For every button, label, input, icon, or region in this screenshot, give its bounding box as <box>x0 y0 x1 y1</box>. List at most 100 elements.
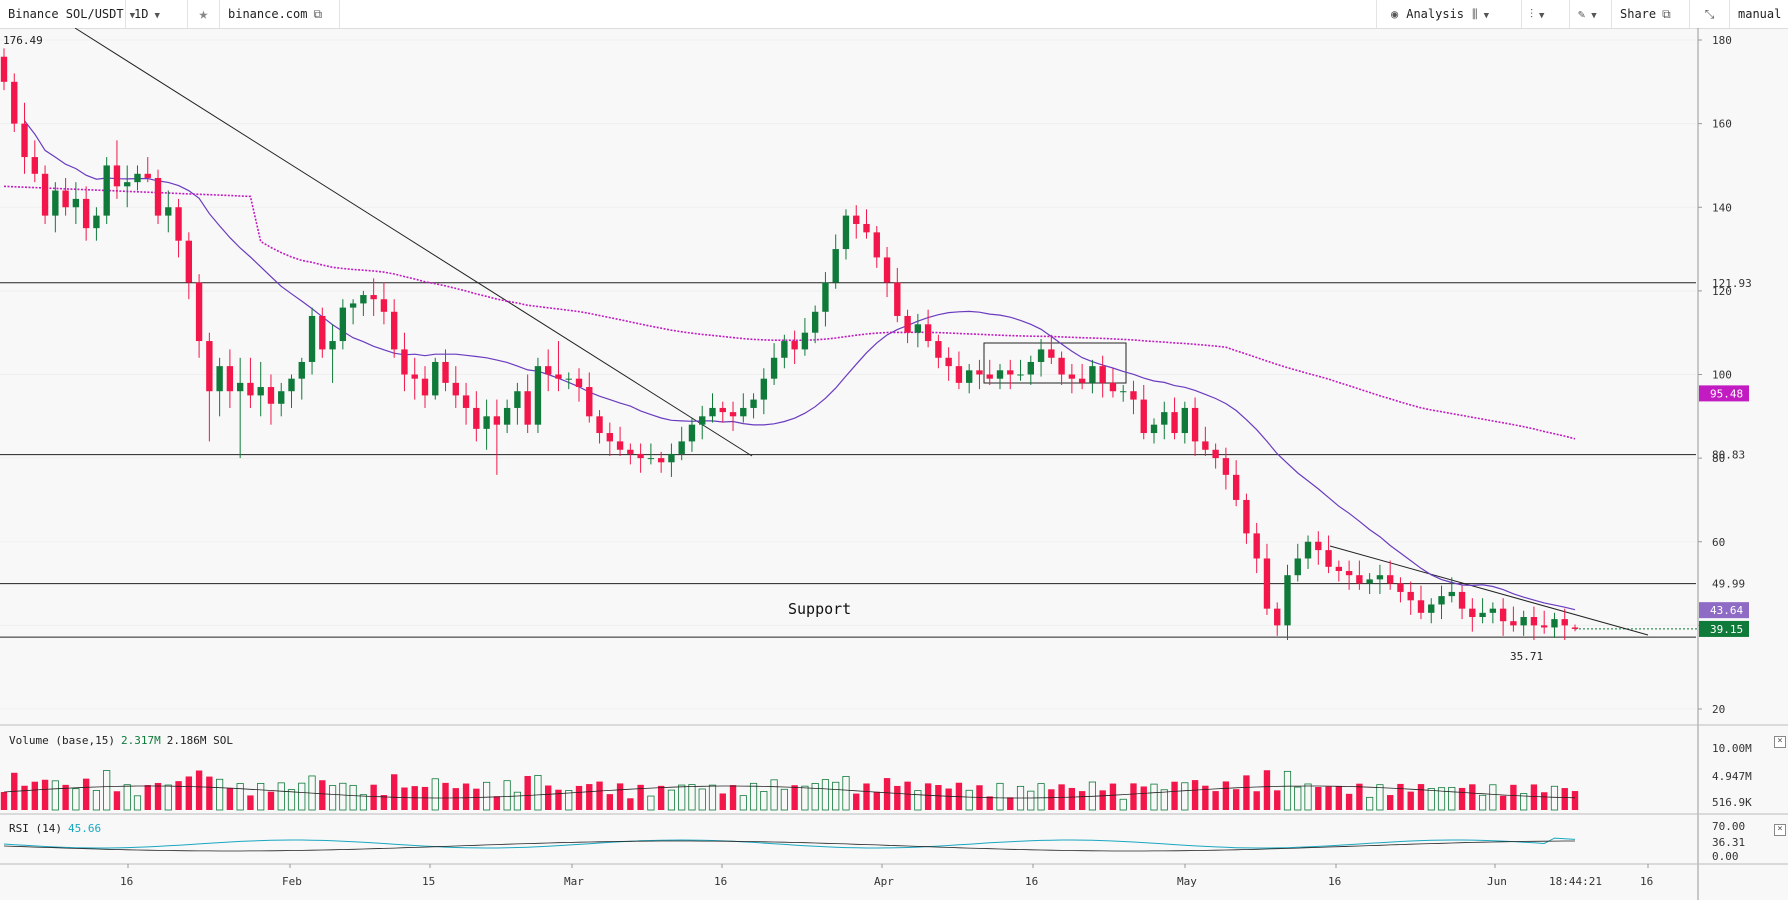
volume-bar <box>442 782 449 810</box>
time-tick-label: 16 <box>1640 875 1653 888</box>
volume-bar <box>842 776 850 811</box>
volume-bar <box>1407 791 1414 810</box>
candle-body <box>185 240 193 283</box>
candle-body <box>853 215 860 224</box>
draw-tool-button[interactable]: ✎ ▼ <box>1570 0 1612 28</box>
volume-bar <box>1283 770 1292 811</box>
candle-body <box>791 341 798 350</box>
volume-bar <box>883 778 891 810</box>
volume-bar <box>72 788 80 811</box>
price-tick-label: 60 <box>1712 536 1725 549</box>
volume-bar <box>287 789 296 811</box>
candle-body <box>493 416 501 425</box>
candle-body <box>1181 407 1188 434</box>
volume-bar <box>113 791 121 810</box>
share-button[interactable]: Share ⧉ <box>1612 0 1690 28</box>
volume-bar <box>483 781 491 811</box>
candle-body <box>955 366 963 383</box>
candle-body <box>1458 591 1466 609</box>
candle-body <box>82 198 90 229</box>
candle-body <box>1479 612 1486 618</box>
volume-bar <box>513 791 521 811</box>
rsi-label: RSI (14) <box>9 822 62 835</box>
candle-body <box>113 165 121 187</box>
candle-body <box>1150 424 1158 434</box>
volume-bar <box>524 775 531 810</box>
candle-body <box>760 378 768 400</box>
manual-mode-button[interactable]: manual <box>1730 0 1788 28</box>
high-label: 176.49 <box>3 34 43 47</box>
volume-bar <box>1561 788 1568 810</box>
candle-body <box>339 307 347 342</box>
volume-bar <box>647 795 655 811</box>
price-badge <box>1699 620 1749 637</box>
candle-body <box>390 311 398 350</box>
time-tick-label: 15 <box>422 875 435 888</box>
site-link[interactable]: binance.com ⧉ <box>220 0 340 28</box>
time-tick-label: Apr <box>874 875 894 888</box>
volume-bar <box>1541 792 1548 810</box>
volume-close-icon[interactable]: × <box>1774 736 1786 748</box>
symbol-selector[interactable]: Binance SOL/USDT ▼ <box>0 0 135 28</box>
candle-body <box>1191 407 1199 442</box>
chart-type-button[interactable]: ⫶ ▼ <box>1522 0 1570 28</box>
interval-selector[interactable]: 1D ▼ <box>126 0 188 28</box>
volume-bar <box>657 785 665 810</box>
volume-bar <box>894 785 901 810</box>
volume-bar <box>1510 784 1517 810</box>
time-axis: 16 Feb 15 Mar 16 Apr 16 May 16 Jun 16 18:44:21 <box>120 864 1653 888</box>
candle-body <box>1202 441 1209 450</box>
volume-bar <box>965 789 973 811</box>
volume-bar <box>667 789 676 811</box>
volume-bar <box>1222 781 1230 810</box>
fullscreen-button[interactable]: ⤡ <box>1690 0 1730 28</box>
volume-bar <box>586 784 593 810</box>
candle-body <box>298 361 305 379</box>
volume-bar <box>904 781 911 810</box>
candle-body <box>432 361 439 396</box>
volume-bar <box>534 775 542 811</box>
volume-bar <box>719 793 726 810</box>
candle-body <box>1027 361 1034 375</box>
candle-body <box>586 387 593 417</box>
volume-bar <box>185 776 193 810</box>
favorite-star-button[interactable]: ★ <box>188 0 220 28</box>
volume-bar <box>1437 787 1446 811</box>
candle-body <box>1469 608 1476 618</box>
candle-body <box>401 349 408 375</box>
candle-body <box>616 441 624 450</box>
volume-bar <box>359 794 367 811</box>
chart-grid <box>0 39 1696 710</box>
volume-bar <box>616 783 624 810</box>
site-label: binance.com <box>228 7 308 21</box>
consolidation-box <box>983 342 1127 384</box>
candle-body <box>1541 625 1548 628</box>
volume-bar <box>390 774 398 810</box>
volume-bar <box>986 796 993 810</box>
volume-bar <box>319 780 326 810</box>
volume-bar <box>298 782 306 811</box>
candle-body <box>1007 370 1014 375</box>
volume-bar <box>1571 791 1579 810</box>
volume-bar <box>924 783 932 810</box>
eye-icon: ◉ <box>1391 7 1399 21</box>
volume-pane: 10.00M 4.947M 516.9K <box>0 742 1752 811</box>
candle-body <box>1448 591 1455 597</box>
candle-body <box>873 232 880 258</box>
collapse-icon: ⤡ <box>1704 7 1715 21</box>
volume-bar <box>1315 787 1322 810</box>
low-label: 35.71 <box>1510 650 1543 663</box>
volume-bar <box>236 783 244 811</box>
price-tick-label: 80 <box>1712 452 1725 465</box>
external-link-icon: ⧉ <box>1662 7 1671 21</box>
volume-bar <box>1417 784 1425 810</box>
volume-bar <box>452 788 459 810</box>
volume-bar <box>545 785 552 810</box>
volume-bar <box>873 791 880 810</box>
candle-body <box>41 173 49 216</box>
volume-bar <box>1140 786 1147 810</box>
candle-body <box>534 366 542 425</box>
analysis-button[interactable]: ◉ Analysis ⫼ ▼ <box>1376 0 1522 28</box>
rsi-close-icon[interactable]: × <box>1774 824 1786 836</box>
